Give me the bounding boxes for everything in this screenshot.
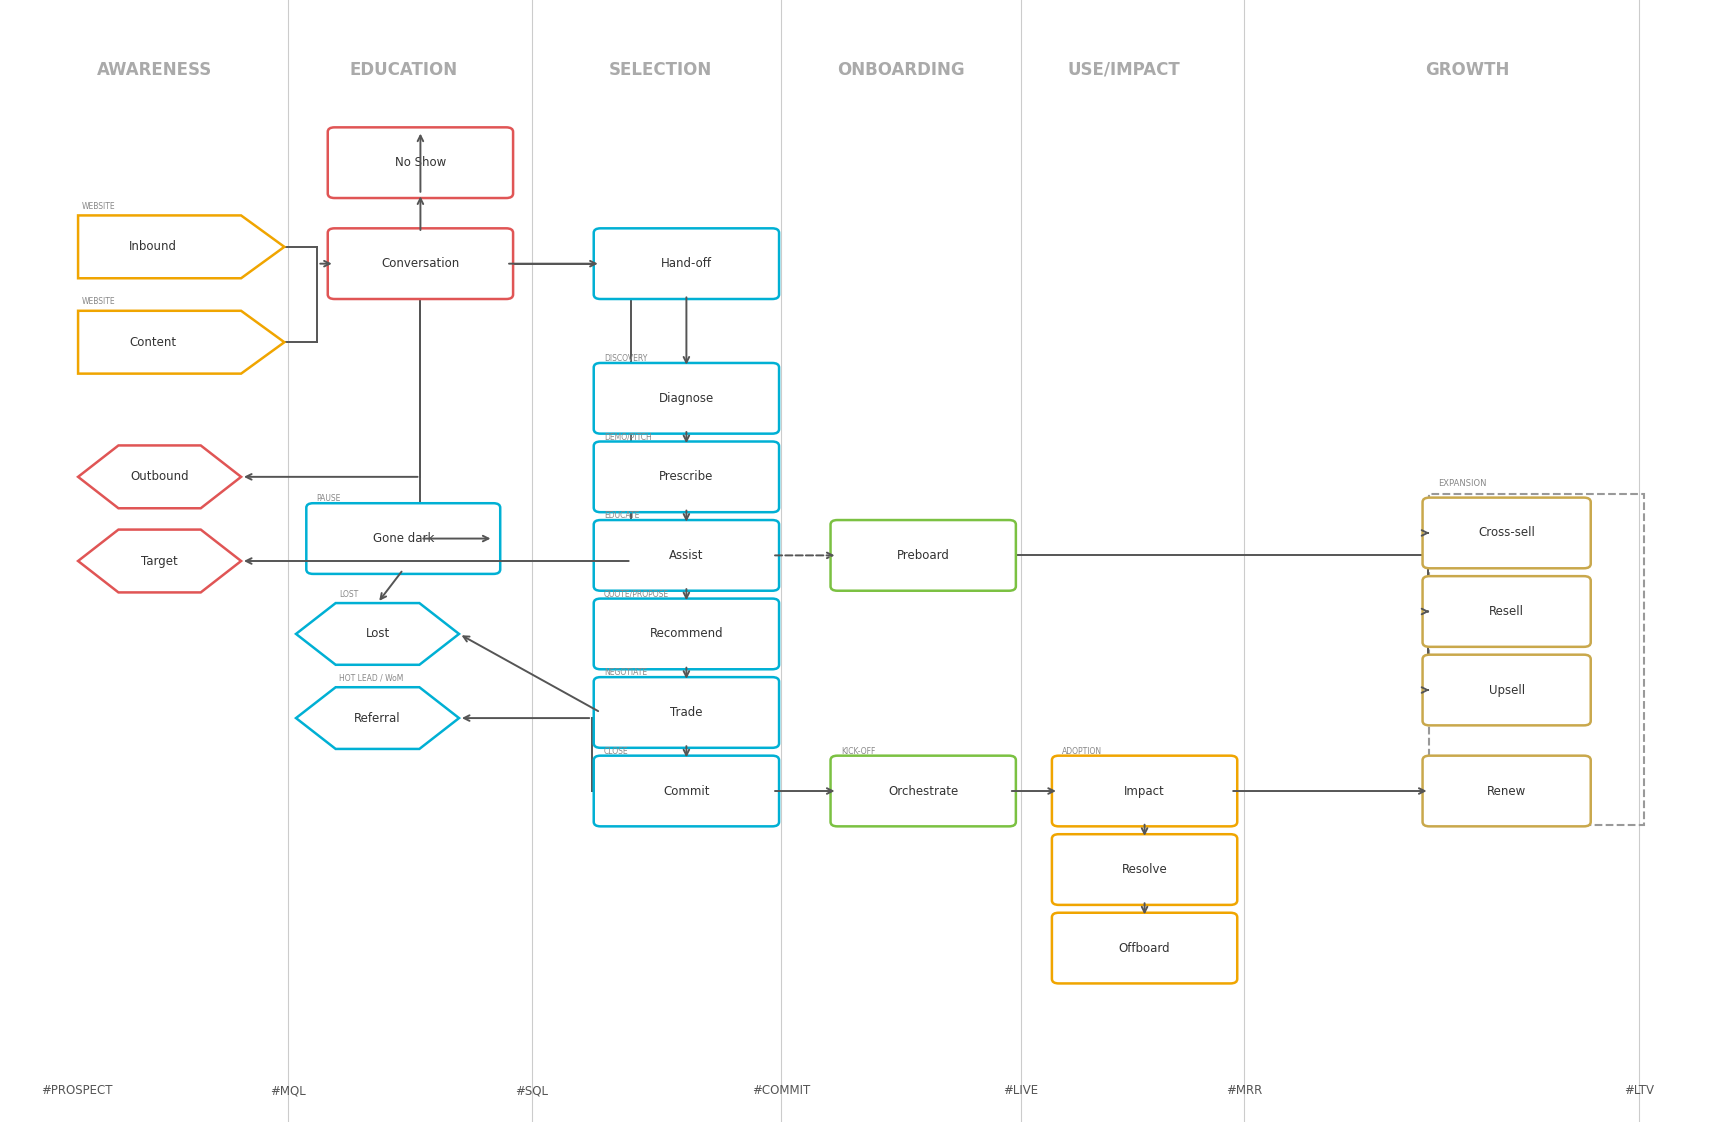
FancyBboxPatch shape [328, 229, 513, 298]
Polygon shape [295, 687, 460, 749]
Text: Referral: Referral [353, 711, 402, 725]
Text: LOST: LOST [340, 589, 359, 599]
FancyBboxPatch shape [1423, 655, 1591, 726]
Text: #LIVE: #LIVE [1004, 1084, 1038, 1097]
Text: DEMO/PITCH: DEMO/PITCH [604, 432, 652, 442]
Text: Offboard: Offboard [1119, 941, 1170, 955]
Text: AWARENESS: AWARENESS [96, 61, 213, 79]
Text: #SQL: #SQL [515, 1084, 549, 1097]
FancyBboxPatch shape [1052, 913, 1237, 983]
Text: Content: Content [129, 335, 177, 349]
Text: KICK-OFF: KICK-OFF [841, 746, 875, 756]
Text: #PROSPECT: #PROSPECT [41, 1084, 113, 1097]
Text: Assist: Assist [669, 549, 704, 562]
Text: Conversation: Conversation [381, 257, 460, 270]
Text: Preboard: Preboard [897, 549, 949, 562]
FancyBboxPatch shape [594, 599, 779, 669]
FancyBboxPatch shape [1423, 756, 1591, 827]
Text: #MQL: #MQL [271, 1084, 305, 1097]
FancyBboxPatch shape [594, 678, 779, 748]
Text: Inbound: Inbound [129, 240, 177, 254]
FancyBboxPatch shape [1423, 498, 1591, 569]
FancyBboxPatch shape [594, 521, 779, 591]
FancyBboxPatch shape [328, 128, 513, 199]
Polygon shape [79, 445, 240, 508]
Text: Lost: Lost [366, 627, 390, 641]
Text: #LTV: #LTV [1623, 1084, 1654, 1097]
Text: Outbound: Outbound [130, 470, 189, 484]
Text: Cross-sell: Cross-sell [1477, 526, 1536, 540]
Text: Hand-off: Hand-off [661, 257, 712, 270]
Text: Target: Target [141, 554, 178, 568]
Text: Resell: Resell [1489, 605, 1524, 618]
Text: HOT LEAD / WoM: HOT LEAD / WoM [340, 673, 403, 682]
Text: Recommend: Recommend [650, 627, 722, 641]
Text: No Show: No Show [395, 156, 446, 169]
Text: CLOSE: CLOSE [604, 746, 628, 756]
FancyBboxPatch shape [594, 756, 779, 827]
FancyBboxPatch shape [1052, 756, 1237, 827]
Text: EDUCATE: EDUCATE [604, 511, 640, 521]
Text: USE/IMPACT: USE/IMPACT [1067, 61, 1181, 79]
Text: DISCOVERY: DISCOVERY [604, 353, 647, 364]
FancyBboxPatch shape [594, 441, 779, 512]
Text: Impact: Impact [1124, 784, 1165, 798]
Text: NEGOTIATE: NEGOTIATE [604, 668, 647, 677]
Text: Upsell: Upsell [1488, 683, 1526, 697]
Polygon shape [295, 604, 460, 664]
Text: EXPANSION: EXPANSION [1438, 479, 1486, 488]
FancyBboxPatch shape [1052, 835, 1237, 904]
Polygon shape [79, 311, 285, 374]
Text: Orchestrate: Orchestrate [889, 784, 958, 798]
Text: #COMMIT: #COMMIT [752, 1084, 810, 1097]
Text: SELECTION: SELECTION [609, 61, 712, 79]
Text: WEBSITE: WEBSITE [82, 202, 115, 211]
FancyBboxPatch shape [831, 521, 1016, 591]
Text: PAUSE: PAUSE [316, 494, 341, 503]
Text: Prescribe: Prescribe [659, 470, 714, 484]
Text: QUOTE/PROPOSE: QUOTE/PROPOSE [604, 589, 669, 599]
FancyBboxPatch shape [594, 229, 779, 298]
Text: WEBSITE: WEBSITE [82, 297, 115, 306]
Text: GROWTH: GROWTH [1424, 61, 1510, 79]
Text: Gone dark: Gone dark [372, 532, 434, 545]
Text: Diagnose: Diagnose [659, 392, 714, 405]
Text: ADOPTION: ADOPTION [1062, 746, 1102, 756]
Text: #MRR: #MRR [1225, 1084, 1263, 1097]
Polygon shape [79, 215, 285, 278]
Text: EDUCATION: EDUCATION [348, 61, 458, 79]
Polygon shape [79, 530, 240, 592]
Text: Commit: Commit [662, 784, 710, 798]
Text: Resolve: Resolve [1122, 863, 1167, 876]
Text: Renew: Renew [1488, 784, 1526, 798]
Text: Trade: Trade [671, 706, 702, 719]
FancyBboxPatch shape [305, 503, 501, 574]
Text: ONBOARDING: ONBOARDING [837, 61, 964, 79]
FancyBboxPatch shape [1423, 577, 1591, 646]
FancyBboxPatch shape [831, 756, 1016, 827]
FancyBboxPatch shape [594, 362, 779, 433]
